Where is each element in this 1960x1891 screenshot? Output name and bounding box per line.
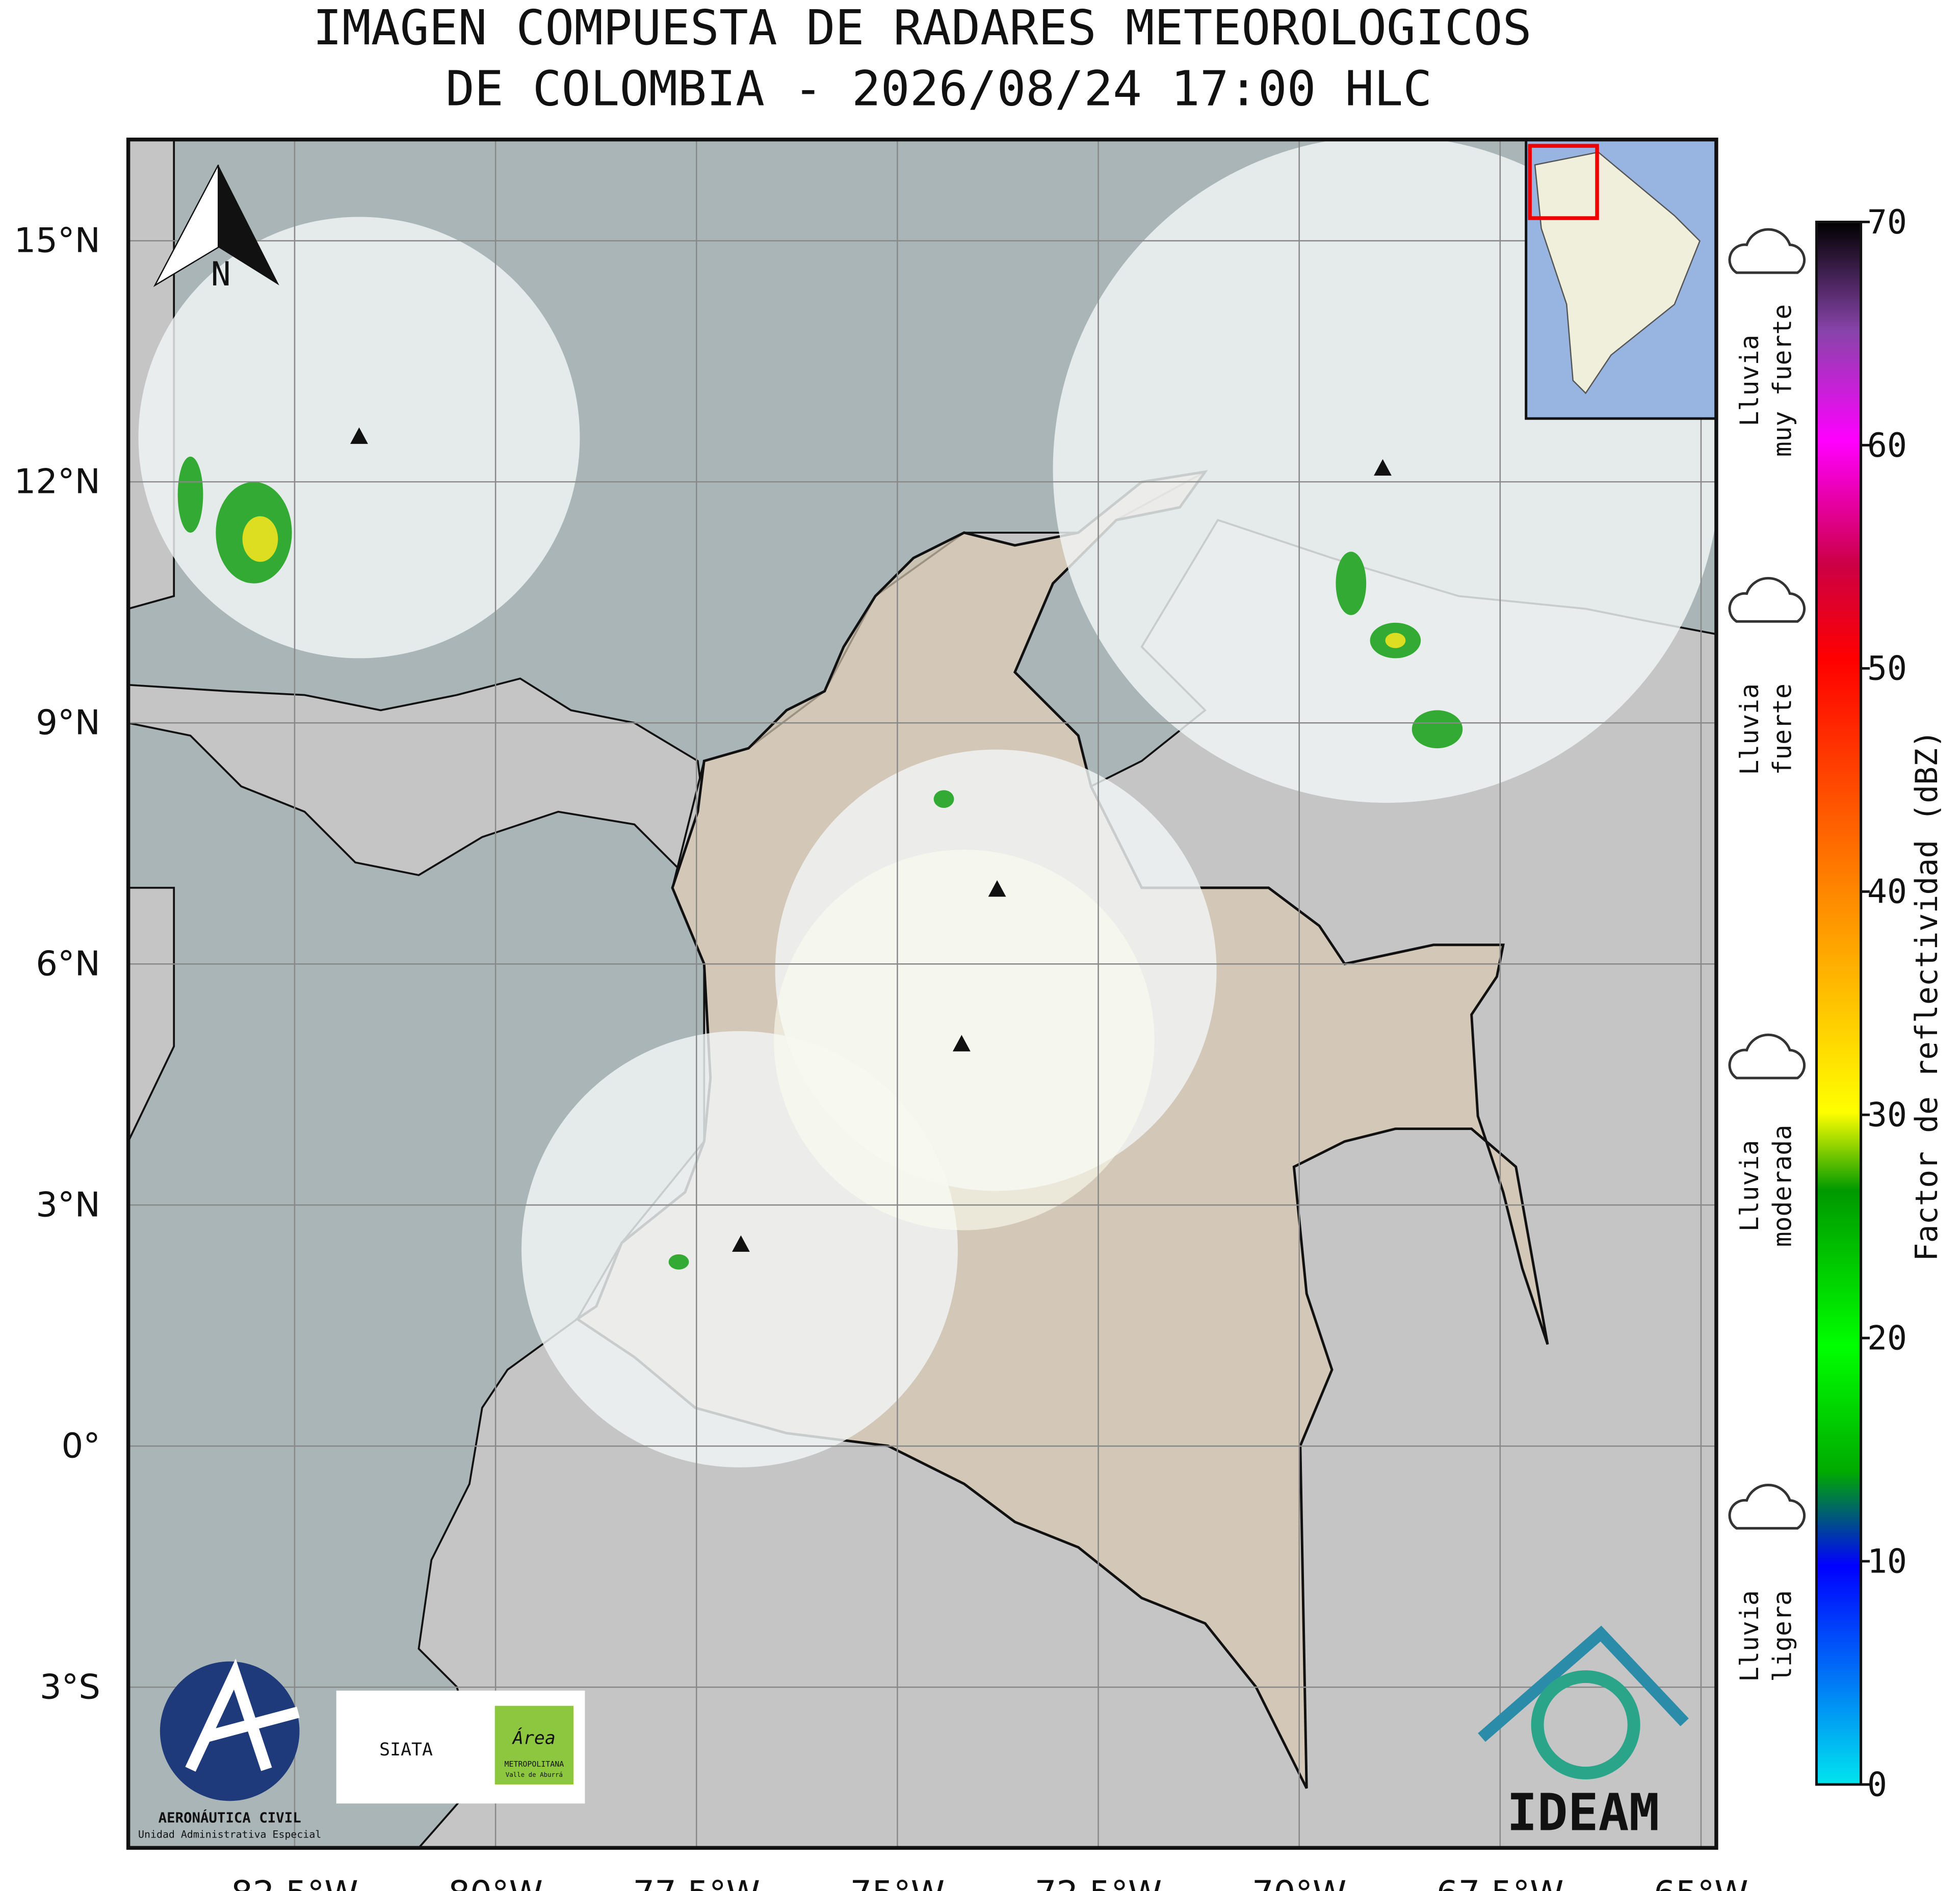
area-sub: METROPOLITANA [505,1759,564,1769]
x-tick-label: 70°W [1252,1873,1346,1891]
colorbar [1815,220,1863,1786]
colorbar-tick-label: 40 [1867,873,1907,911]
rain-icon [1728,1484,1806,1530]
radar-sites [350,427,1392,1252]
aero-name: AERONÁUTICA CIVIL [159,1810,301,1826]
y-tick-label: 6°N [36,944,100,984]
x-tick-label: 75°W [850,1873,945,1891]
y-tick-label: 0° [62,1426,100,1466]
x-tick-label: 80°W [448,1873,542,1891]
rain-label: Lluvia [1735,1590,1764,1682]
x-tick-label: 82.5°W [231,1873,358,1891]
ideam-roof [1478,1625,1689,1742]
rain-icon [1728,228,1806,274]
x-tick-label: 72.5°W [1035,1873,1162,1891]
colorbar-tick-label: 50 [1867,650,1907,688]
area-logo: Área [512,1727,556,1748]
x-tick-label: 77.5°W [633,1873,760,1891]
inset-land [1534,151,1701,395]
rain-category: Lluvia ligera [1728,1484,1806,1682]
rain-label: muy fuerte [1768,304,1797,457]
x-tick-label: 67.5°W [1436,1873,1564,1891]
rain-label: fuerte [1768,684,1797,775]
y-tick-label: 9°N [36,703,100,743]
title-line: DE COLOMBIA - 2026/08/24 17:00 HLC [446,61,1432,117]
siata-logo: SIATA [379,1740,433,1760]
title-line: IMAGEN COMPUESTA DE RADARES METEOROLOGIC… [313,0,1532,56]
map-frame [126,137,1718,1850]
colorbar-tick-label: 0 [1867,1766,1887,1804]
colorbar-tick-label: 60 [1867,427,1907,465]
y-tick-label: 15°N [14,221,100,260]
x-tick-label: 65°W [1654,1873,1748,1891]
rain-label: moderada [1768,1125,1797,1247]
colorbar-label: Factor de reflectividad (dBZ) [1910,730,1945,1261]
map [128,139,1716,1848]
ideam-logo: IDEAM [1507,1784,1660,1843]
rain-label: ligera [1768,1590,1797,1682]
rain-category: Lluvia fuerte [1728,576,1806,775]
north-label: N [211,255,231,294]
inset-extent [1528,144,1599,220]
y-tick-label: 3°N [36,1185,100,1225]
rain-icon [1728,1033,1806,1080]
y-tick-label: 3°S [40,1667,100,1706]
aero-sub: Unidad Administrativa Especial [138,1828,321,1840]
colorbar-tick-label: 10 [1867,1542,1907,1581]
rain-label: Lluvia [1735,335,1764,427]
colorbar-tick-label: 30 [1867,1096,1907,1135]
rain-icon [1728,576,1806,623]
area-sub: Valle de Aburrá [506,1771,563,1778]
colorbar-tick-label: 70 [1867,203,1907,242]
rain-label: Lluvia [1735,684,1764,775]
rain-category: Lluvia moderada [1728,1033,1806,1247]
rain-category: Lluvia muy fuerte [1728,228,1806,457]
colorbar-tick-label: 20 [1867,1320,1907,1358]
rain-label: Lluvia [1735,1140,1764,1232]
y-tick-label: 12°N [14,462,100,502]
